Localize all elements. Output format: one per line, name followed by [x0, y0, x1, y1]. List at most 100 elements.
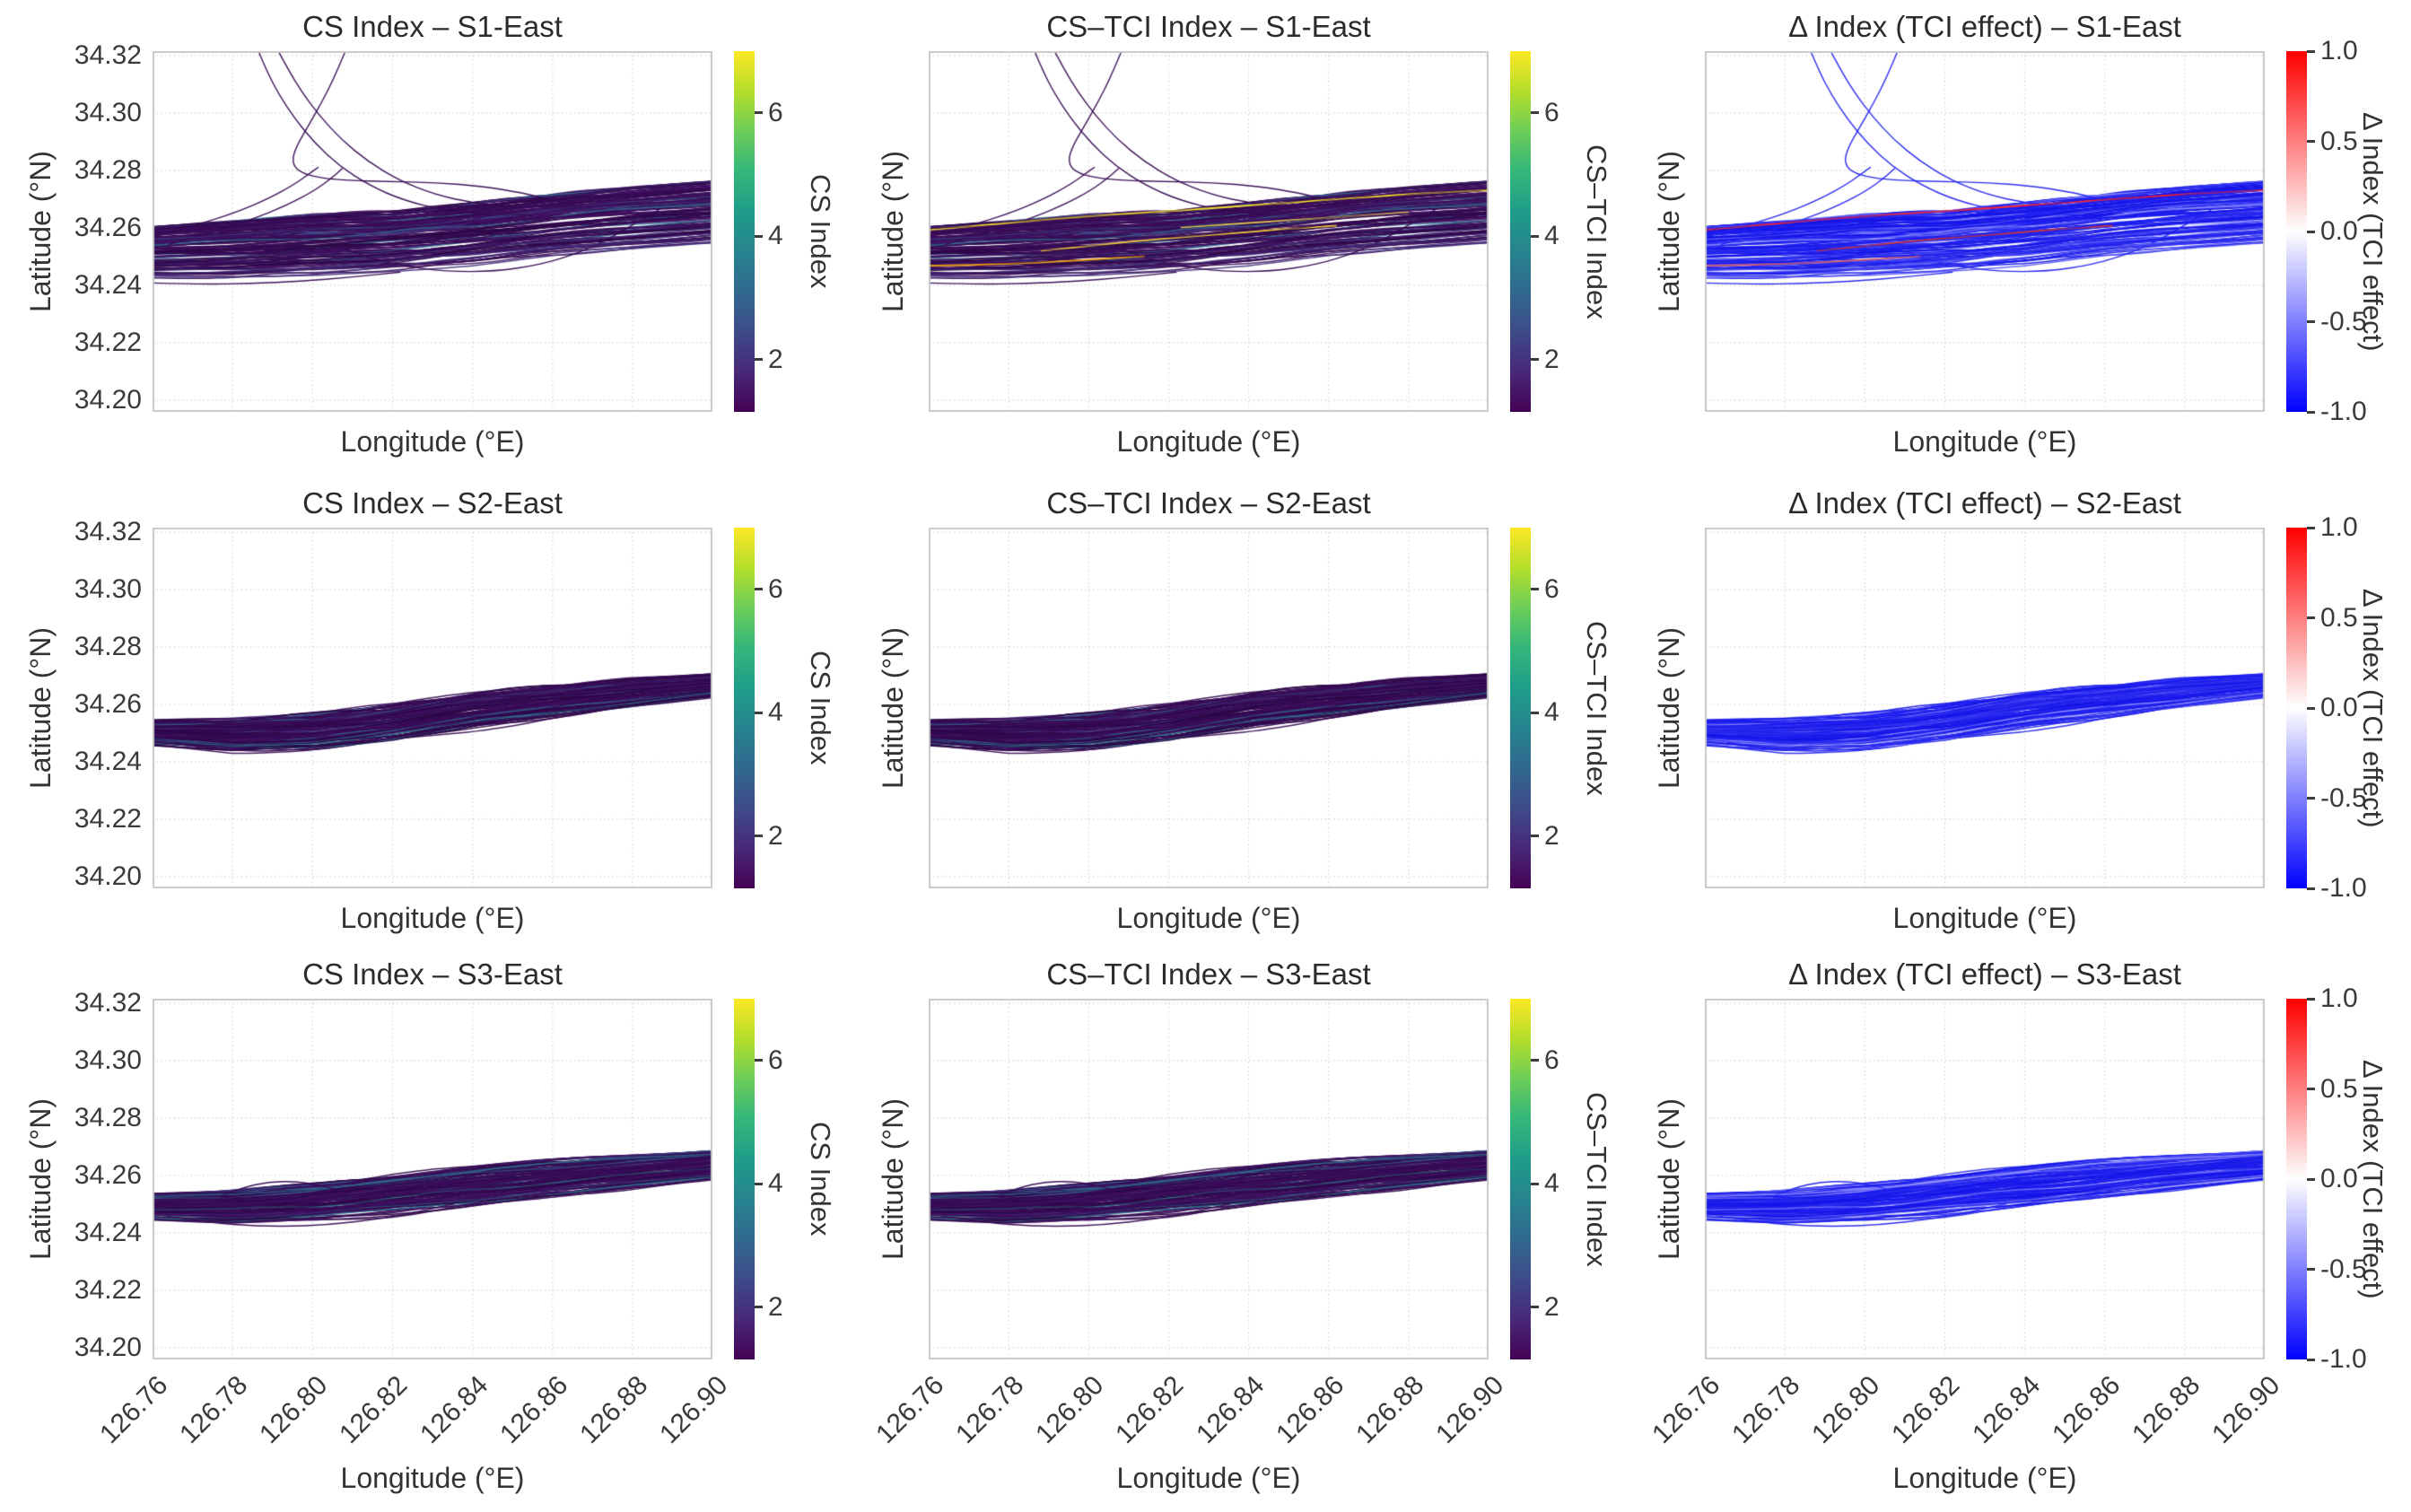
y-tick-label-34.26-r0: 34.26 [74, 213, 142, 242]
panel-title-r2c2: Δ Index (TCI effect) – S3-East [1788, 957, 2181, 991]
colorbar-tickmark [1531, 1059, 1539, 1062]
x-tick-label-126.88-c0: 126.88 [573, 1370, 654, 1450]
trajectory-plot-r0c2 [1705, 51, 2265, 412]
trajectory-plot-r1c1 [929, 528, 1489, 888]
panel-title-r2c1: CS–TCI Index – S3-East [1046, 957, 1371, 991]
colorbar-tickmark [755, 234, 763, 238]
colorbar-tick-label: 4 [1544, 697, 1559, 728]
colorbar-tickmark [1531, 711, 1539, 714]
y-tick-label-34.22-r1: 34.22 [74, 803, 142, 834]
colorbar-bwr-r1c2 [2286, 528, 2307, 888]
y-tick-label-34.32-r1: 34.32 [74, 517, 142, 547]
colorbar-tick-label: 2 [768, 344, 783, 374]
colorbar-tick-label: -1.0 [2320, 1344, 2367, 1374]
panel-title-r0c1: CS–TCI Index – S1-East [1046, 10, 1371, 43]
y-tick-label-34.30-r2: 34.30 [74, 1045, 142, 1076]
y-tick-label-34.26-r2: 34.26 [74, 1160, 142, 1190]
x-tick-label-126.80-c0: 126.80 [254, 1370, 334, 1450]
panel-title-r0c2: Δ Index (TCI effect) – S1-East [1788, 10, 2181, 43]
x-tick-label-126.90-c1: 126.90 [1430, 1370, 1510, 1450]
x-axis-label-r2c2: Longitude (°E) [1892, 1462, 2077, 1494]
x-tick-label-126.76-c1: 126.76 [870, 1370, 950, 1450]
x-tick-label-126.86-c0: 126.86 [494, 1370, 574, 1450]
colorbar-tick-label: 0.5 [2320, 602, 2358, 633]
y-axis-label-r2c2: Latitude (°N) [1653, 1098, 1685, 1260]
y-tick-label-34.24-r1: 34.24 [74, 746, 142, 776]
x-tick-label-126.86-c2: 126.86 [2046, 1370, 2127, 1450]
panel-title-r1c2: Δ Index (TCI effect) – S2-East [1788, 486, 2181, 520]
colorbar-tick-label: 6 [1544, 573, 1559, 604]
x-tick-label-126.88-c2: 126.88 [2126, 1370, 2206, 1450]
x-tick-label-126.78-c1: 126.78 [950, 1370, 1030, 1450]
colorbar-tick-label: 0.5 [2320, 126, 2358, 156]
colorbar-tick-label: 4 [768, 697, 783, 728]
colorbar-tickmark [1531, 1182, 1539, 1185]
colorbar-tick-label: 4 [1544, 221, 1559, 251]
colorbar-tickmark [2307, 230, 2315, 233]
colorbar-viridis-r1c1 [1510, 528, 1531, 888]
colorbar-tickmark [755, 711, 763, 714]
colorbar-tickmark [1531, 835, 1539, 838]
colorbar-viridis-r2c1 [1510, 999, 1531, 1359]
colorbar-tickmark [755, 835, 763, 838]
colorbar-tickmark [755, 588, 763, 591]
x-tick-label-126.76-c0: 126.76 [94, 1370, 174, 1450]
x-tick-label-126.82-c0: 126.82 [334, 1370, 414, 1450]
colorbar-tickmark [1531, 358, 1539, 362]
y-tick-label-34.20-r0: 34.20 [74, 384, 142, 415]
colorbar-viridis-r0c1 [1510, 51, 1531, 412]
colorbar-tickmark [755, 358, 763, 362]
x-tick-label-126.82-c2: 126.82 [1886, 1370, 1966, 1450]
colorbar-label-r0c2: Δ Index (TCI effect) [2357, 111, 2389, 352]
colorbar-tick-label: 1.0 [2320, 512, 2358, 542]
x-axis-label-r0c0: Longitude (°E) [340, 425, 525, 458]
x-tick-label-126.84-c2: 126.84 [1966, 1370, 2046, 1450]
x-axis-label-r2c0: Longitude (°E) [340, 1462, 525, 1494]
colorbar-tick-label: 6 [768, 97, 783, 127]
y-tick-label-34.22-r2: 34.22 [74, 1274, 142, 1305]
x-tick-label-126.76-c2: 126.76 [1647, 1370, 1726, 1450]
x-tick-label-126.88-c1: 126.88 [1350, 1370, 1430, 1450]
y-tick-label-34.26-r1: 34.26 [74, 689, 142, 719]
x-axis-label-r0c2: Longitude (°E) [1892, 425, 2077, 458]
colorbar-tick-label: 0.0 [2320, 693, 2358, 722]
colorbar-tick-label: 6 [768, 573, 783, 604]
x-tick-label-126.84-c1: 126.84 [1190, 1370, 1270, 1450]
colorbar-viridis-r1c0 [734, 528, 755, 888]
trajectory-plot-r2c2 [1705, 999, 2265, 1359]
colorbar-tick-label: 0.0 [2320, 216, 2358, 246]
colorbar-tick-label: -0.5 [2320, 782, 2367, 813]
colorbar-tick-label: -0.5 [2320, 1254, 2367, 1284]
x-tick-label-126.82-c1: 126.82 [1110, 1370, 1190, 1450]
colorbar-label-r1c1: CS–TCI Index [1581, 620, 1612, 796]
colorbar-tickmark [2307, 1358, 2315, 1361]
trajectory-plot-r2c1 [929, 999, 1489, 1359]
colorbar-tick-label: 2 [768, 1291, 783, 1322]
colorbar-tickmark [2307, 706, 2315, 710]
colorbar-tickmark [2307, 887, 2315, 890]
x-tick-label-126.84-c0: 126.84 [414, 1370, 494, 1450]
colorbar-tick-label: 4 [1544, 1168, 1559, 1199]
colorbar-tick-label: 6 [768, 1044, 783, 1075]
y-axis-label-r1c1: Latitude (°N) [877, 627, 909, 789]
colorbar-label-r2c0: CS Index [805, 1122, 836, 1237]
y-tick-label-34.20-r1: 34.20 [74, 861, 142, 891]
y-tick-label-34.32-r0: 34.32 [74, 40, 142, 71]
x-tick-label-126.90-c0: 126.90 [654, 1370, 734, 1450]
x-axis-label-r2c1: Longitude (°E) [1116, 1462, 1301, 1494]
colorbar-label-r2c2: Δ Index (TCI effect) [2357, 1059, 2389, 1299]
y-tick-label-34.32-r2: 34.32 [74, 988, 142, 1018]
trajectory-plot-r1c2 [1705, 528, 2265, 888]
colorbar-tick-label: -1.0 [2320, 397, 2367, 426]
colorbar-tick-label: 6 [1544, 1044, 1559, 1075]
colorbar-tickmark [755, 111, 763, 115]
colorbar-viridis-r0c0 [734, 51, 755, 412]
y-tick-label-34.28-r2: 34.28 [74, 1103, 142, 1133]
colorbar-tick-label: 4 [768, 221, 783, 251]
y-axis-label-r1c2: Latitude (°N) [1653, 627, 1685, 789]
colorbar-tick-label: 2 [1544, 820, 1559, 851]
x-axis-label-r0c1: Longitude (°E) [1116, 425, 1301, 458]
colorbar-tick-label: -1.0 [2320, 873, 2367, 903]
panel-title-r2c0: CS Index – S3-East [302, 957, 563, 991]
colorbar-tickmark [2307, 616, 2315, 619]
